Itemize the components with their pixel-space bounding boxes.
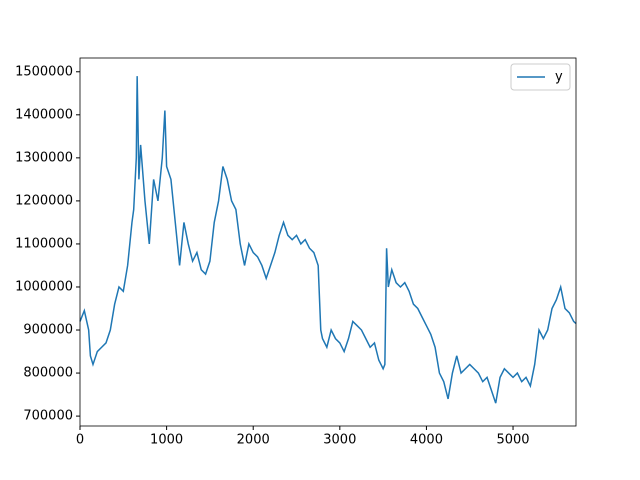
- y-tick-label: 1400000: [15, 107, 73, 122]
- axes-frame: [79, 57, 577, 427]
- y-tick-label: 900000: [23, 323, 73, 338]
- x-tick-label: 5000: [496, 433, 529, 448]
- x-tick-label: 0: [76, 433, 84, 448]
- y-tick-label: 800000: [23, 366, 73, 381]
- x-tick-label: 4000: [410, 433, 443, 448]
- y-tick-label: 1300000: [15, 150, 73, 165]
- y-tick-label: 1000000: [15, 279, 73, 294]
- x-tick-label: 3000: [323, 433, 356, 448]
- y-tick-label: 700000: [23, 409, 73, 424]
- x-tick-label: 2000: [237, 433, 270, 448]
- y-tick-label: 1200000: [15, 193, 73, 208]
- y-tick-label: 1100000: [15, 236, 73, 251]
- y-tick-label: 1500000: [15, 64, 73, 79]
- line: [79, 76, 577, 404]
- legend-label: y: [555, 70, 563, 85]
- x-tick-label: 1000: [150, 433, 183, 448]
